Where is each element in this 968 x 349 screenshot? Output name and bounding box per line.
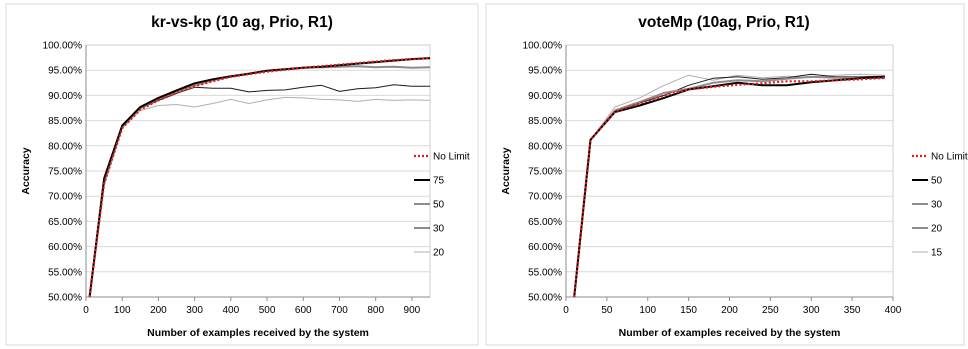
x-tick-label: 600 (295, 305, 312, 316)
y-tick-label: 60.00% (528, 242, 562, 253)
x-tick-label: 700 (331, 305, 348, 316)
series-line-no-limit (88, 57, 431, 298)
y-tick-label: 95.00% (48, 66, 82, 77)
x-tick-label: 150 (680, 305, 697, 316)
x-tick-label: 200 (721, 305, 738, 316)
y-axis-title: Accuracy (20, 147, 32, 194)
y-tick-label: 55.00% (528, 267, 562, 278)
legend-label: 15 (931, 248, 943, 259)
y-tick-label: 80.00% (48, 141, 82, 152)
x-tick-label: 100 (639, 305, 656, 316)
x-tick-label: 0 (563, 305, 569, 316)
legend-label: 50 (433, 200, 445, 211)
y-tick-label: 85.00% (528, 116, 562, 127)
y-axis-title: Accuracy (500, 147, 512, 194)
chart-title: kr-vs-kp (10 ag, Prio, R1) (151, 14, 333, 31)
series-line-no-limit (573, 76, 885, 298)
x-tick-label: 350 (844, 305, 861, 316)
x-tick-label: 300 (186, 305, 203, 316)
y-tick-label: 60.00% (48, 242, 82, 253)
series-line-20 (89, 96, 431, 298)
chart-votemp: 50.00% 55.00% 60.00% 65.00% 70.00% 75.00% 80.0… (485, 3, 968, 346)
legend-label: No Limit (931, 152, 968, 163)
y-tick-label: 75.00% (48, 167, 82, 178)
x-tick-label: 250 (762, 305, 779, 316)
x-tick-label: 100 (114, 305, 131, 316)
y-tick-label: 50.00% (48, 293, 82, 304)
y-tick-label: 70.00% (528, 192, 562, 203)
chart-title: voteMp (10ag, Prio, R1) (638, 14, 809, 31)
x-tick-label: 0 (83, 305, 89, 316)
y-tick-label: 95.00% (528, 66, 562, 77)
y-tick-label: 80.00% (528, 141, 562, 152)
x-tick-label: 800 (367, 305, 384, 316)
x-tick-label: 500 (259, 305, 276, 316)
chart-kr-vs-kp: 50.00% 55.00% 60.00% 65.00% 70.00% 75.00% 80.0… (5, 3, 479, 346)
y-tick-label: 75.00% (528, 167, 562, 178)
x-tick-label: 300 (803, 305, 820, 316)
y-tick-label: 65.00% (528, 217, 562, 228)
legend-label: 20 (433, 248, 445, 259)
x-tick-label: 200 (150, 305, 167, 316)
x-tick-label: 900 (404, 305, 421, 316)
y-tick-label: 90.00% (48, 91, 82, 102)
y-tick-label: 100.00% (523, 41, 563, 52)
x-tick-label: 400 (222, 305, 239, 316)
x-axis-title: Number of examples received by the syste… (619, 327, 841, 339)
legend-label: 20 (931, 224, 943, 235)
y-tick-label: 90.00% (528, 91, 562, 102)
legend-label: No Limit (433, 152, 470, 163)
legend-label: 50 (931, 176, 943, 187)
series-line-30 (573, 75, 885, 298)
legend-label: 30 (931, 200, 943, 211)
y-tick-label: 65.00% (48, 217, 82, 228)
legend-label: 75 (433, 176, 445, 187)
x-tick-label: 50 (601, 305, 613, 316)
y-tick-label: 55.00% (48, 267, 82, 278)
legend-label: 30 (433, 224, 445, 235)
x-axis-title: Number of examples received by the syste… (147, 327, 369, 339)
y-tick-label: 70.00% (48, 192, 82, 203)
y-tick-label: 100.00% (43, 41, 83, 52)
y-tick-label: 85.00% (48, 116, 82, 127)
y-tick-label: 50.00% (528, 293, 562, 304)
x-tick-label: 400 (885, 305, 902, 316)
